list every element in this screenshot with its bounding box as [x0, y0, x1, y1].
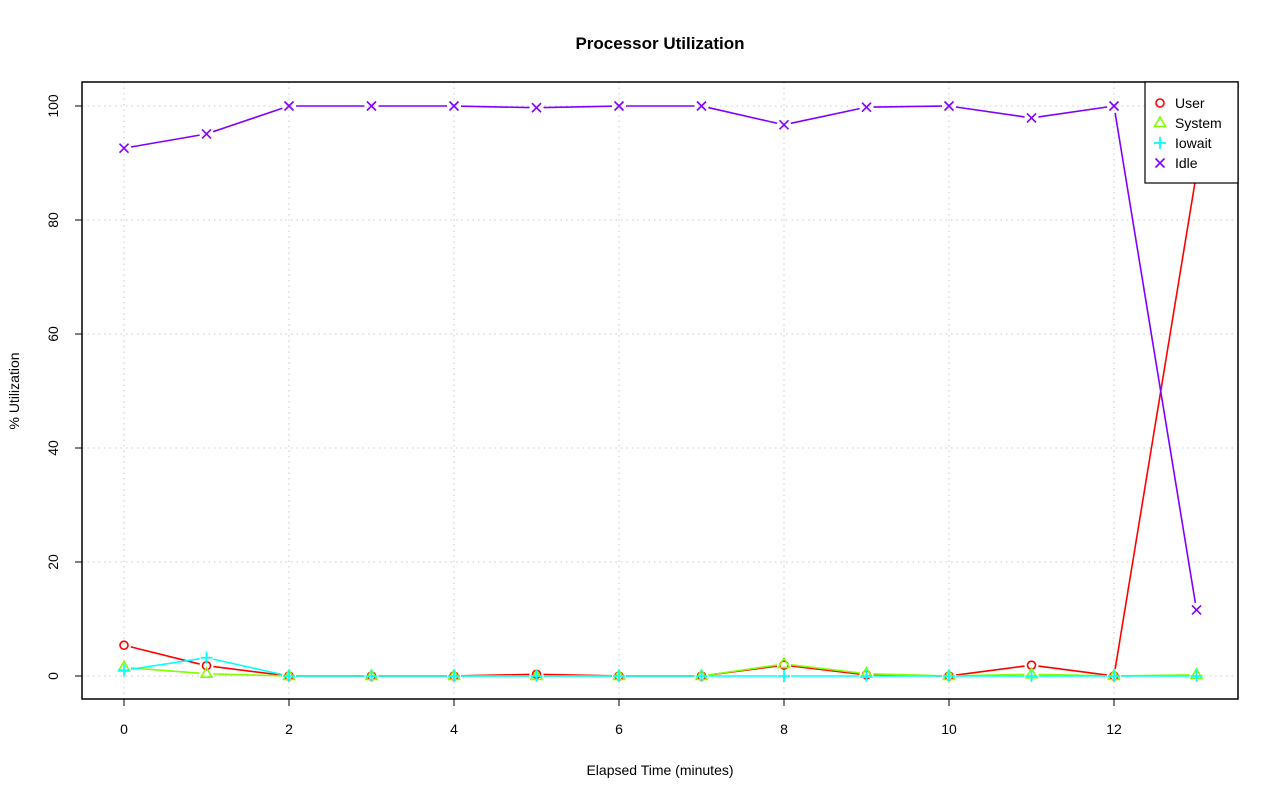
series-line-segment	[460, 105, 530, 109]
data-point	[1108, 100, 1120, 112]
series-line-segment	[708, 664, 778, 676]
data-point	[118, 143, 130, 154]
data-point	[201, 128, 212, 139]
data-point	[531, 102, 542, 113]
data-point	[530, 670, 543, 682]
data-point	[778, 119, 790, 130]
data-point	[695, 670, 708, 682]
x-tick-label: 4	[450, 721, 458, 737]
data-point	[613, 100, 625, 112]
series-line-segment	[873, 105, 943, 108]
series-line-segment	[130, 667, 200, 674]
data-point	[861, 102, 872, 113]
series-line-segment	[790, 107, 860, 125]
data-point	[1108, 670, 1120, 682]
series-group	[117, 100, 1204, 682]
data-point	[1025, 670, 1038, 682]
series-line-segment	[130, 646, 200, 665]
y-tick-label: 0	[45, 672, 61, 680]
grid	[82, 82, 1238, 699]
series-idle	[118, 100, 1202, 615]
series-line-segment	[213, 665, 283, 676]
data-point	[696, 100, 707, 112]
data-point	[118, 664, 130, 677]
data-point	[860, 670, 873, 682]
legend-system-icon	[1153, 115, 1167, 128]
chart-title: Processor Utilization	[575, 34, 744, 53]
series-line-segment	[130, 134, 200, 148]
x-tick-label: 2	[285, 721, 293, 737]
x-tick-label: 0	[120, 721, 128, 737]
x-tick-label: 8	[780, 721, 788, 737]
legend-user-icon	[1155, 98, 1165, 108]
data-point	[366, 100, 377, 112]
data-point	[283, 670, 295, 682]
series-line-segment	[130, 658, 200, 671]
legend-label: User	[1175, 95, 1205, 111]
data-point	[448, 100, 460, 112]
series-line-segment	[790, 664, 860, 674]
series-line-segment	[708, 106, 778, 125]
y-tick-label: 60	[45, 326, 61, 342]
data-point	[1026, 112, 1037, 124]
series-iowait	[118, 651, 1203, 682]
series-line-segment	[955, 665, 1025, 676]
data-point	[778, 670, 790, 682]
series-line-segment	[543, 105, 613, 109]
y-axis-label: % Utilization	[6, 352, 22, 429]
data-point	[200, 651, 213, 664]
y-tick-label: 100	[45, 94, 61, 118]
x-tick-label: 12	[1106, 721, 1122, 737]
plot-frame	[81, 81, 1239, 700]
legend-label: Iowait	[1175, 135, 1212, 151]
x-axis-label: Elapsed Time (minutes)	[586, 762, 733, 778]
legend-idle-icon	[1154, 157, 1166, 169]
data-point	[283, 100, 295, 112]
legend-label: System	[1175, 115, 1222, 131]
data-point	[943, 670, 955, 682]
data-point	[777, 656, 791, 669]
data-point	[1190, 670, 1203, 682]
series-line-segment	[955, 106, 1025, 118]
data-point	[365, 670, 378, 682]
data-point	[613, 670, 625, 682]
y-tick-label: 40	[45, 440, 61, 456]
y-tick-label: 20	[45, 554, 61, 570]
series-line-segment	[213, 673, 283, 677]
axes: 0 2 4 6 8 10 12 0 20 40 60 80 100	[45, 94, 1122, 737]
series-line-segment	[1038, 106, 1108, 118]
data-point	[199, 666, 214, 679]
series-line-segment	[790, 665, 860, 675]
legend-iowait-icon	[1154, 137, 1166, 149]
series-line-segment	[1114, 180, 1197, 670]
legend-label: Idle	[1175, 155, 1198, 171]
series-line-segment	[1038, 665, 1108, 676]
data-point	[1191, 604, 1202, 615]
series-line-segment	[1114, 112, 1197, 604]
x-tick-label: 10	[941, 721, 957, 737]
data-point	[119, 640, 129, 651]
y-tick-label: 80	[45, 212, 61, 228]
x-tick-label: 6	[615, 721, 623, 737]
series-user	[119, 168, 1202, 681]
series-line-segment	[212, 107, 283, 133]
series-line-segment	[213, 658, 283, 676]
data-point	[448, 670, 460, 682]
legend: User System Iowait Idle	[1144, 81, 1239, 184]
data-point	[943, 100, 955, 112]
